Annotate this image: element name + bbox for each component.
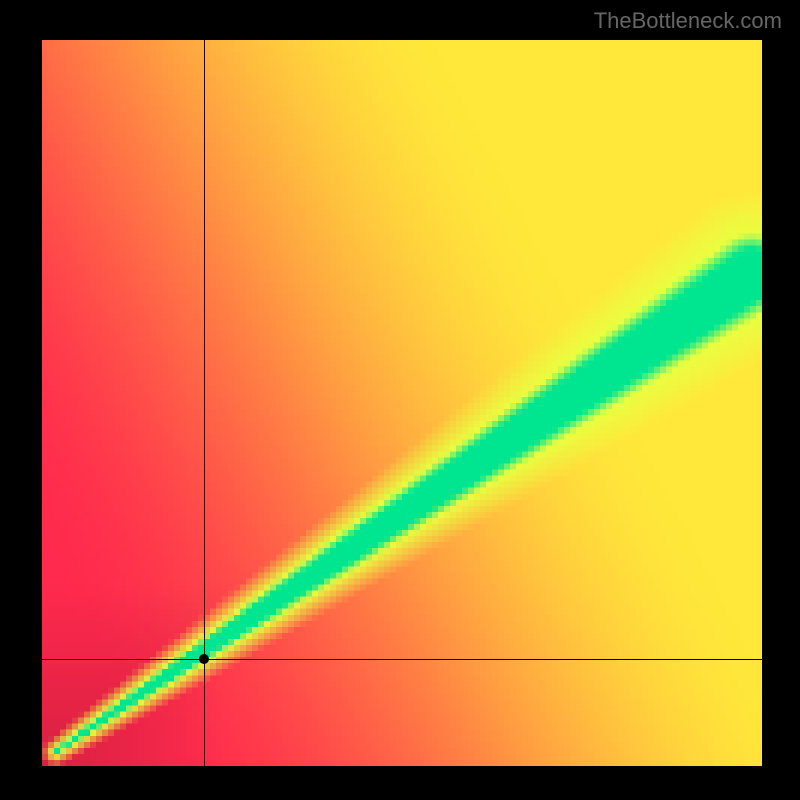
heatmap-canvas — [42, 40, 762, 766]
crosshair-marker — [199, 654, 209, 664]
crosshair-horizontal — [42, 659, 762, 660]
heatmap-plot — [42, 40, 762, 766]
watermark-text: TheBottleneck.com — [594, 8, 782, 34]
